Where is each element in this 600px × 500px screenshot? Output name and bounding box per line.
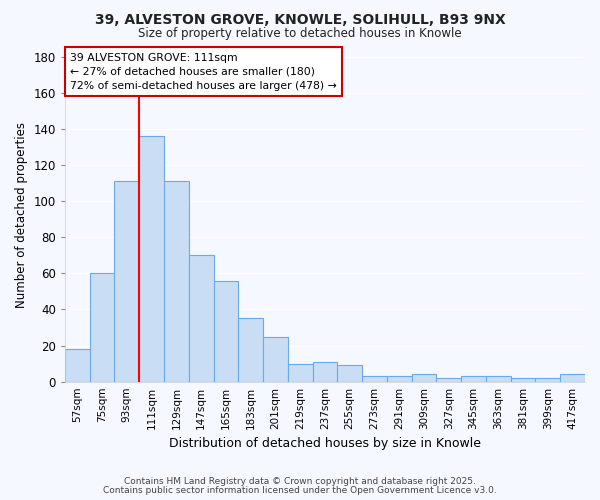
X-axis label: Distribution of detached houses by size in Knowle: Distribution of detached houses by size … bbox=[169, 437, 481, 450]
Text: Contains public sector information licensed under the Open Government Licence v3: Contains public sector information licen… bbox=[103, 486, 497, 495]
Bar bbox=[412, 374, 436, 382]
Bar bbox=[115, 181, 139, 382]
Bar bbox=[486, 376, 511, 382]
Bar bbox=[387, 376, 412, 382]
Bar bbox=[560, 374, 585, 382]
Bar bbox=[65, 349, 90, 382]
Bar bbox=[164, 181, 189, 382]
Bar bbox=[139, 136, 164, 382]
Bar bbox=[362, 376, 387, 382]
Text: Contains HM Land Registry data © Crown copyright and database right 2025.: Contains HM Land Registry data © Crown c… bbox=[124, 477, 476, 486]
Bar bbox=[214, 280, 238, 382]
Bar bbox=[436, 378, 461, 382]
Bar bbox=[313, 362, 337, 382]
Text: 39, ALVESTON GROVE, KNOWLE, SOLIHULL, B93 9NX: 39, ALVESTON GROVE, KNOWLE, SOLIHULL, B9… bbox=[95, 12, 505, 26]
Bar bbox=[337, 366, 362, 382]
Text: 39 ALVESTON GROVE: 111sqm
← 27% of detached houses are smaller (180)
72% of semi: 39 ALVESTON GROVE: 111sqm ← 27% of detac… bbox=[70, 52, 337, 90]
Y-axis label: Number of detached properties: Number of detached properties bbox=[15, 122, 28, 308]
Bar bbox=[461, 376, 486, 382]
Bar bbox=[189, 255, 214, 382]
Bar bbox=[288, 364, 313, 382]
Bar bbox=[238, 318, 263, 382]
Bar bbox=[535, 378, 560, 382]
Bar bbox=[263, 336, 288, 382]
Bar bbox=[90, 274, 115, 382]
Bar bbox=[511, 378, 535, 382]
Text: Size of property relative to detached houses in Knowle: Size of property relative to detached ho… bbox=[138, 28, 462, 40]
